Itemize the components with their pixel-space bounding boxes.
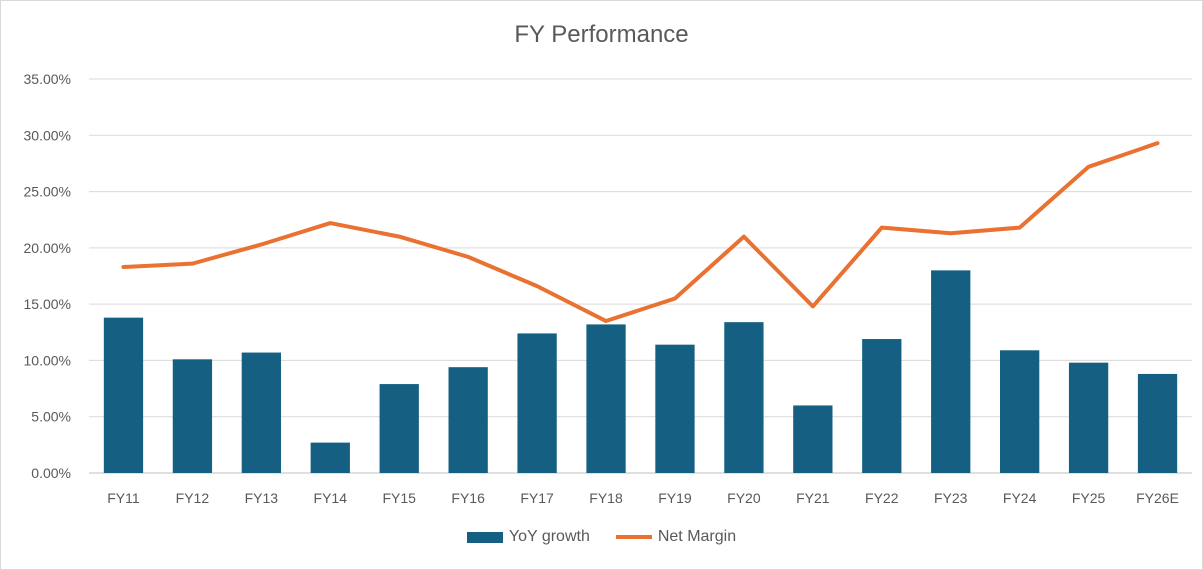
x-tick-label: FY21: [796, 490, 830, 506]
x-tick-label: FY23: [934, 490, 968, 506]
y-tick-label: 0.00%: [31, 465, 71, 481]
chart-legend: YoY growth Net Margin: [1, 528, 1202, 546]
x-tick-label: FY17: [520, 490, 554, 506]
legend-item-yoy-growth: YoY growth: [466, 528, 590, 546]
x-tick-label: FY19: [658, 490, 692, 506]
bar-yoy-growth: [931, 270, 971, 473]
bar-yoy-growth: [1000, 350, 1040, 473]
bar-yoy-growth: [103, 317, 144, 473]
legend-item-net-margin: Net Margin: [615, 528, 737, 546]
bar-yoy-growth: [1137, 373, 1178, 473]
x-tick-label: FY13: [245, 490, 279, 506]
bar-yoy-growth: [724, 322, 764, 473]
x-tick-label: FY11: [107, 490, 140, 506]
bar-yoy-growth: [655, 344, 695, 473]
x-tick-label: FY25: [1072, 490, 1106, 506]
chart-title: FY Performance: [514, 21, 689, 48]
x-tick-label: FY24: [1003, 490, 1037, 506]
bar-yoy-growth: [517, 333, 557, 473]
x-tick-label: FY26E: [1136, 490, 1179, 506]
line-net-margin: [121, 141, 1160, 324]
bar-yoy-growth: [172, 359, 213, 473]
bar-yoy-growth: [310, 442, 350, 473]
legend-swatch-net-margin: [615, 535, 652, 539]
y-tick-label: 35.00%: [24, 71, 71, 87]
x-tick-label: FY15: [382, 490, 416, 506]
bar-yoy-growth: [586, 324, 626, 473]
y-tick-label: 20.00%: [24, 240, 71, 256]
bar-yoy-growth: [862, 339, 902, 473]
legend-label-yoy-growth: YoY growth: [508, 528, 590, 545]
y-tick-label: 15.00%: [24, 296, 71, 312]
y-tick-label: 30.00%: [24, 127, 71, 143]
x-tick-label: FY12: [176, 490, 210, 506]
legend-label-net-margin: Net Margin: [657, 528, 737, 545]
bar-yoy-growth: [241, 352, 281, 473]
y-tick-label: 25.00%: [24, 184, 71, 200]
legend-swatch-yoy-growth: [466, 531, 503, 543]
x-tick-label: FY16: [451, 490, 485, 506]
bar-yoy-growth: [379, 384, 419, 473]
y-tick-label: 10.00%: [24, 352, 71, 368]
bar-yoy-growth: [448, 367, 488, 473]
x-tick-label: FY22: [865, 490, 899, 506]
x-tick-label: FY14: [314, 490, 348, 506]
bar-yoy-growth: [1068, 362, 1109, 473]
y-tick-label: 5.00%: [31, 409, 71, 425]
x-tick-label: FY18: [589, 490, 623, 506]
x-tick-label: FY20: [727, 490, 761, 506]
bar-yoy-growth: [793, 405, 833, 473]
